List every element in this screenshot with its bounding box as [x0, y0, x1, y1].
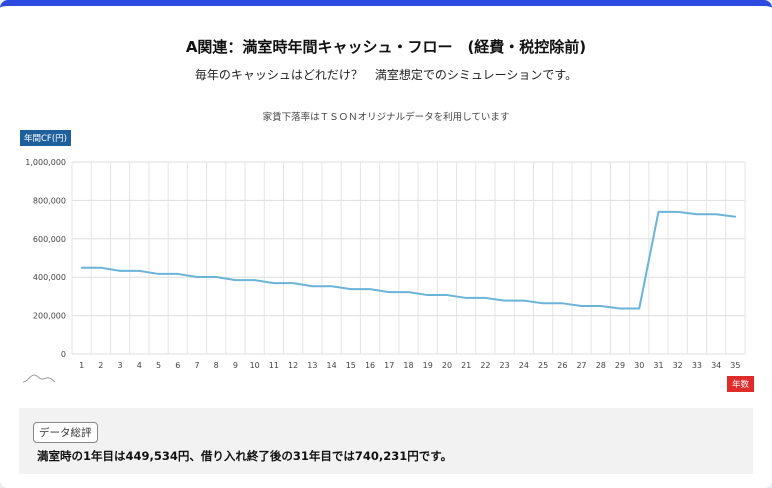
x-tick-label: 34 — [711, 361, 721, 370]
data-point — [234, 279, 237, 281]
x-tick-label: 33 — [692, 361, 702, 370]
data-point — [446, 294, 448, 296]
data-point — [407, 291, 410, 293]
x-tick-label: 23 — [500, 361, 510, 370]
data-point — [696, 213, 698, 216]
data-point — [465, 297, 467, 299]
y-axis-label: 年間CF(円) — [20, 130, 71, 146]
data-point — [657, 211, 660, 213]
data-point — [253, 279, 256, 281]
data-point — [273, 282, 275, 284]
x-tick-label: 31 — [653, 361, 663, 370]
x-tick-label: 3 — [118, 361, 123, 370]
data-point — [676, 211, 679, 213]
x-tick-label: 18 — [403, 361, 413, 370]
x-tick-label: 22 — [480, 361, 490, 370]
x-tick-label: 30 — [634, 361, 644, 370]
x-tick-label: 16 — [365, 361, 375, 370]
x-axis-label: 年数 — [727, 376, 755, 392]
data-point — [426, 294, 429, 296]
x-tick-label: 1 — [79, 361, 84, 370]
x-tick-label: 10 — [250, 361, 260, 370]
data-point — [599, 305, 602, 307]
data-point — [580, 305, 583, 307]
x-tick-label: 35 — [730, 361, 740, 370]
brand-wave-icon — [22, 374, 56, 383]
y-tick-label: 400,000 — [33, 273, 66, 282]
page-subtitle: 毎年のキャッシュはどれだけ？ 満室想定でのシミュレーションです。 — [194, 68, 578, 82]
data-point — [215, 276, 218, 278]
data-summary-panel: データ総評 満室時の1年目は449,534円、借り入れ終了後の31年目では740… — [19, 408, 753, 474]
y-tick-label: 1,000,000 — [25, 158, 66, 167]
x-tick-label: 12 — [288, 361, 298, 370]
data-point — [196, 276, 198, 278]
y-tick-label: 0 — [61, 350, 66, 359]
y-tick-label: 200,000 — [33, 312, 66, 321]
x-tick-label: 26 — [557, 361, 567, 370]
series-line — [81, 210, 736, 310]
x-tick-label: 7 — [194, 361, 199, 370]
x-tick-label: 25 — [538, 361, 548, 370]
x-tick-label: 28 — [596, 361, 606, 370]
x-tick-label: 8 — [214, 361, 219, 370]
x-tick-label: 9 — [233, 361, 238, 370]
x-tick-label: 17 — [384, 361, 394, 370]
x-tick-label: 14 — [326, 361, 336, 370]
data-point — [388, 291, 391, 293]
y-tick-label: 800,000 — [33, 196, 66, 205]
x-tick-label: 6 — [175, 361, 180, 370]
data-point — [503, 299, 506, 302]
x-tick-label: 5 — [156, 361, 161, 370]
data-source-note: 家賃下落率はＴＳＯＮオリジナルデータを利用しています — [262, 112, 510, 123]
data-summary-button[interactable]: データ総評 — [33, 422, 98, 443]
page-title: A関連：満室時年間キャッシュ・フロー (経費・税控除前) — [185, 38, 587, 56]
x-tick-label: 11 — [269, 361, 279, 370]
data-point — [350, 288, 352, 290]
data-point — [484, 297, 487, 299]
data-point — [330, 285, 333, 288]
x-tick-label: 29 — [615, 361, 625, 370]
x-tick-label: 27 — [576, 361, 586, 370]
x-tick-label: 19 — [423, 361, 433, 370]
data-point — [138, 270, 141, 272]
data-point — [176, 273, 179, 275]
data-point — [715, 213, 717, 216]
data-point — [157, 273, 160, 275]
x-tick-label: 24 — [519, 361, 529, 370]
data-point — [542, 302, 544, 305]
data-point — [80, 266, 83, 269]
x-tick-label: 15 — [346, 361, 356, 370]
x-tick-label: 13 — [307, 361, 317, 370]
data-point — [561, 302, 564, 305]
data-point — [619, 307, 621, 310]
x-tick-label: 2 — [98, 361, 103, 370]
data-point — [311, 285, 314, 288]
x-tick-label: 4 — [137, 361, 142, 370]
x-tick-label: 20 — [442, 361, 452, 370]
data-point — [100, 266, 102, 269]
y-tick-label: 600,000 — [33, 235, 66, 244]
x-tick-label: 32 — [673, 361, 683, 370]
data-point — [369, 288, 371, 290]
data-summary-text: 満室時の1年目は449,534円、借り入れ終了後の31年目では740,231円で… — [37, 449, 453, 463]
data-point — [119, 270, 121, 272]
data-point — [734, 215, 737, 218]
data-point — [523, 299, 525, 302]
data-point — [638, 307, 641, 310]
x-tick-label: 21 — [461, 361, 471, 370]
data-point — [292, 282, 294, 284]
